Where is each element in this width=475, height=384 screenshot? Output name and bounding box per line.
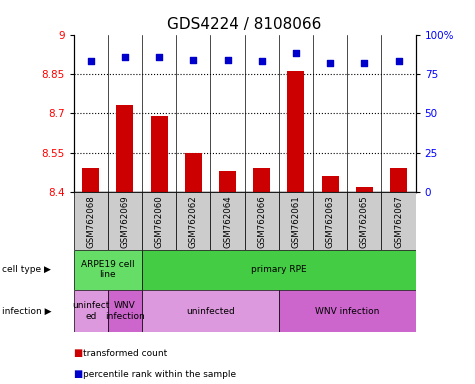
Bar xyxy=(108,192,142,250)
Bar xyxy=(390,169,407,192)
Text: GSM762067: GSM762067 xyxy=(394,195,403,248)
Text: WNV infection: WNV infection xyxy=(315,306,380,316)
Title: GDS4224 / 8108066: GDS4224 / 8108066 xyxy=(167,17,322,32)
Bar xyxy=(74,250,142,290)
Text: ARPE19 cell
line: ARPE19 cell line xyxy=(81,260,134,280)
Point xyxy=(87,58,95,65)
Bar xyxy=(108,290,142,332)
Text: cell type ▶: cell type ▶ xyxy=(2,265,51,274)
Bar xyxy=(287,71,304,192)
Bar xyxy=(356,187,373,192)
Bar xyxy=(245,192,279,250)
Bar xyxy=(279,192,313,250)
Bar xyxy=(210,192,245,250)
Bar xyxy=(74,290,108,332)
Text: GSM762060: GSM762060 xyxy=(155,195,163,248)
Text: uninfected: uninfected xyxy=(186,306,235,316)
Text: percentile rank within the sample: percentile rank within the sample xyxy=(83,370,236,379)
Text: GSM762068: GSM762068 xyxy=(86,195,95,248)
Bar xyxy=(82,169,99,192)
Text: GSM762066: GSM762066 xyxy=(257,195,266,248)
Text: ■: ■ xyxy=(74,369,83,379)
Bar xyxy=(347,192,381,250)
Bar xyxy=(313,192,347,250)
Bar xyxy=(322,176,339,192)
Text: GSM762065: GSM762065 xyxy=(360,195,369,248)
Bar xyxy=(151,116,168,192)
Bar xyxy=(142,192,176,250)
Text: WNV
infection: WNV infection xyxy=(105,301,145,321)
Point xyxy=(326,60,334,66)
Point xyxy=(155,53,163,60)
Bar xyxy=(219,171,236,192)
Text: uninfect
ed: uninfect ed xyxy=(72,301,109,321)
Text: transformed count: transformed count xyxy=(83,349,167,358)
Bar xyxy=(253,169,270,192)
Text: GSM762069: GSM762069 xyxy=(121,195,129,248)
Text: ■: ■ xyxy=(74,348,83,358)
Text: GSM762062: GSM762062 xyxy=(189,195,198,248)
Bar xyxy=(74,192,108,250)
Text: GSM762061: GSM762061 xyxy=(292,195,300,248)
Text: primary RPE: primary RPE xyxy=(251,265,307,274)
Point xyxy=(361,60,368,66)
Text: GSM762064: GSM762064 xyxy=(223,195,232,248)
Point xyxy=(121,53,129,60)
Bar xyxy=(176,192,210,250)
Text: GSM762063: GSM762063 xyxy=(326,195,334,248)
Bar xyxy=(116,106,133,192)
Point xyxy=(190,57,197,63)
Bar xyxy=(185,153,202,192)
Bar xyxy=(381,192,416,250)
Bar xyxy=(142,290,279,332)
Point xyxy=(395,58,402,65)
Bar xyxy=(279,290,416,332)
Point xyxy=(292,50,300,56)
Bar xyxy=(142,250,416,290)
Point xyxy=(258,58,266,65)
Text: infection ▶: infection ▶ xyxy=(2,306,52,316)
Point xyxy=(224,57,231,63)
